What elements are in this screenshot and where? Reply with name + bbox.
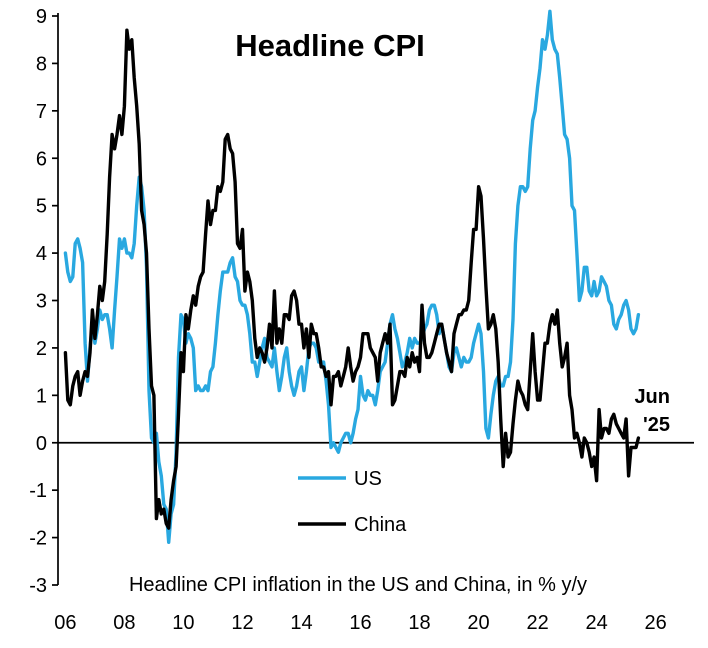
x-tick-label: 24 (585, 612, 607, 634)
y-tick-label: -2 (29, 528, 47, 550)
y-tick-label: -1 (29, 480, 47, 502)
y-tick-label: 9 (36, 6, 47, 28)
china-line (63, 28, 641, 530)
legend-label-china: China (354, 514, 407, 536)
annotation-jun-25: Jun '25 (634, 386, 670, 436)
us-line (63, 9, 641, 544)
annotation-line2: '25 (643, 414, 670, 436)
chart-title: Headline CPI (235, 28, 425, 63)
x-tick-label: 10 (172, 612, 194, 634)
legend-label-us: US (354, 468, 382, 490)
y-tick-label: 7 (36, 101, 47, 123)
x-tick-label: 18 (408, 612, 430, 634)
legend-item-us: US (298, 468, 382, 490)
y-tick-label: 8 (36, 53, 47, 75)
x-tick-label: 20 (467, 612, 489, 634)
x-tick-label: 16 (349, 612, 371, 634)
y-tick-label: 3 (36, 291, 47, 313)
annotation-line1: Jun (634, 386, 670, 408)
legend: US China (298, 468, 407, 536)
x-tick-label: 26 (645, 612, 667, 634)
x-tick-label: 22 (526, 612, 548, 634)
x-tick-label: 06 (54, 612, 76, 634)
chart-caption: Headline CPI inflation in the US and Chi… (129, 574, 587, 596)
y-tick-label: 2 (36, 338, 47, 360)
x-tick-label: 08 (113, 612, 135, 634)
legend-item-china: China (298, 514, 407, 536)
y-tick-label: 5 (36, 196, 47, 218)
y-tick-label: 1 (36, 385, 47, 407)
y-tick-label: 0 (36, 433, 47, 455)
x-tick-label: 12 (231, 612, 253, 634)
x-tick-label: 14 (290, 612, 312, 634)
y-tick-label: -3 (29, 575, 47, 597)
series-layer (63, 9, 641, 544)
y-tick-label: 4 (36, 243, 47, 265)
y-tick-label: 6 (36, 148, 47, 170)
y-axis: 9 8 7 6 5 4 3 2 1 0 -1 -2 -3 (29, 6, 59, 597)
